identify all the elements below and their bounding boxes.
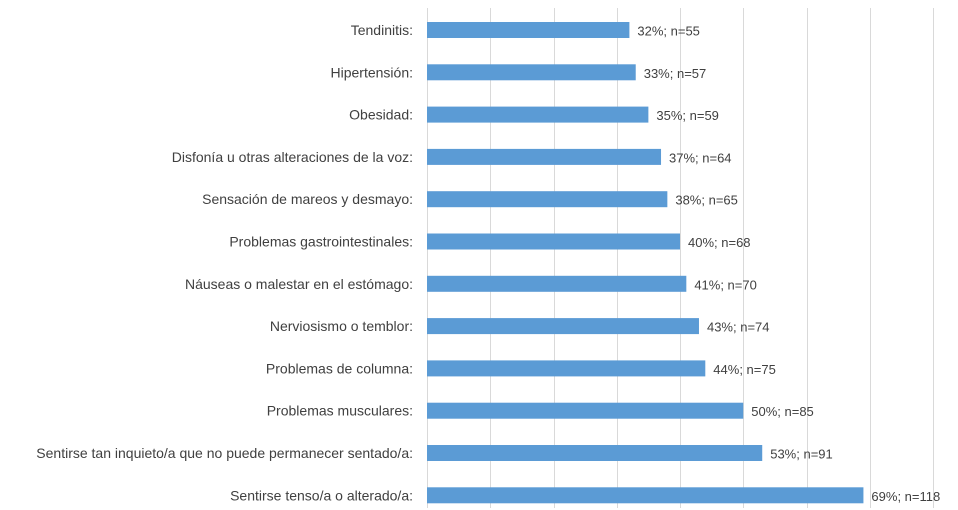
data-label: 41%; n=70	[694, 277, 757, 292]
category-label: Sensación de mareos y desmayo:	[202, 191, 413, 207]
bar	[427, 191, 668, 208]
category-label: Hipertensión:	[331, 64, 414, 80]
data-label: 40%; n=68	[688, 235, 751, 250]
data-label: 32%; n=55	[637, 24, 700, 39]
bar	[427, 148, 662, 165]
category-label: Tendinitis:	[351, 22, 413, 38]
bar	[427, 487, 864, 504]
bar	[427, 233, 680, 250]
data-label: 33%; n=57	[644, 66, 707, 81]
data-label: 35%; n=59	[656, 108, 719, 123]
data-label: 69%; n=118	[871, 489, 940, 504]
bars	[427, 22, 864, 504]
data-label: 44%; n=75	[713, 362, 776, 377]
category-label: Problemas gastrointestinales:	[229, 234, 413, 250]
bar	[427, 445, 763, 461]
gridlines	[427, 8, 934, 508]
bar	[427, 360, 706, 377]
category-label: Obesidad:	[349, 107, 413, 123]
bar	[427, 275, 687, 292]
data-labels: 32%; n=55 33%; n=57 35%; n=59 37%; n=64 38%;…	[637, 24, 940, 504]
data-label: 50%; n=85	[751, 404, 814, 419]
category-label: Sentirse tenso/a o alterado/a:	[230, 487, 413, 503]
category-label: Disfonía u otras alteraciones de la voz:	[172, 149, 413, 165]
data-label: 37%; n=64	[669, 150, 732, 165]
bar	[427, 402, 744, 419]
category-label: Náuseas o malestar en el estómago:	[185, 276, 413, 292]
category-label: Problemas musculares:	[267, 403, 413, 419]
category-labels: Tendinitis: Hipertensión: Obesidad: Disfoní…	[36, 22, 413, 503]
bar	[427, 318, 699, 335]
data-label: 38%; n=65	[675, 193, 738, 208]
data-label: 53%; n=91	[770, 447, 833, 462]
category-label: Problemas de columna:	[266, 360, 413, 376]
data-label: 43%; n=74	[707, 320, 770, 335]
bar	[427, 106, 649, 123]
bar	[427, 22, 630, 38]
bar	[427, 64, 636, 81]
category-label: Nerviosismo o temblor:	[270, 318, 413, 334]
category-label: Sentirse tan inquieto/a que no puede per…	[36, 445, 413, 461]
